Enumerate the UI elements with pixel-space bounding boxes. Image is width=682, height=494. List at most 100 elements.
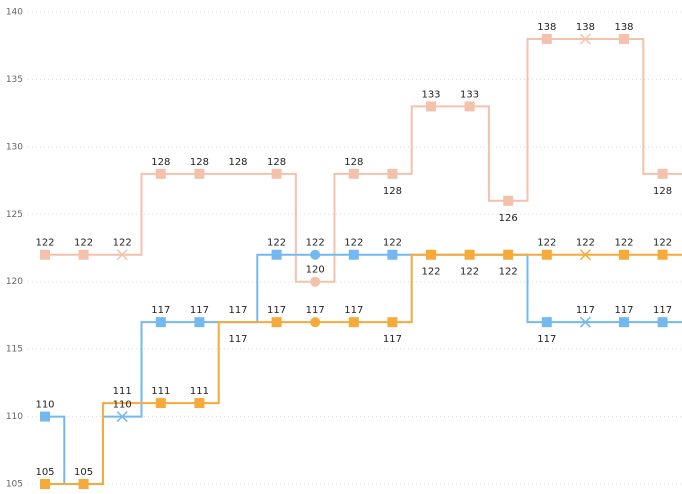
data-label: 110 <box>113 400 132 411</box>
data-point-x <box>116 249 128 261</box>
data-label: 128 <box>228 157 247 168</box>
data-point-square <box>155 398 166 409</box>
series-line <box>45 253 682 485</box>
data-label: 117 <box>228 334 247 345</box>
data-point-square <box>619 317 629 328</box>
data-point-x-stroke <box>579 316 591 328</box>
data-point-square <box>155 168 166 179</box>
data-label: 122 <box>267 238 286 249</box>
data-label: 117 <box>576 305 595 316</box>
data-point-square <box>464 249 475 260</box>
data-label: 117 <box>383 334 402 345</box>
data-label: 111 <box>113 386 132 397</box>
data-label: 122 <box>74 238 93 249</box>
data-point-x <box>116 411 128 423</box>
data-point-square <box>348 249 359 260</box>
data-label: 111 <box>190 386 209 397</box>
data-label: 120 <box>306 265 325 276</box>
y-tick-label: 125 <box>6 210 23 220</box>
data-label: 122 <box>653 238 672 249</box>
data-label: 117 <box>151 305 170 316</box>
data-point-square <box>40 249 50 260</box>
y-tick-label: 135 <box>6 75 23 85</box>
data-label: 133 <box>460 89 479 100</box>
data-label: 117 <box>614 305 633 316</box>
y-tick-label: 115 <box>6 345 23 355</box>
y-axis: 105 110 115 120 125 130 135 140 <box>6 8 23 490</box>
data-label: 122 <box>306 238 325 249</box>
data-label: 111 <box>151 386 170 397</box>
data-label: 117 <box>344 305 363 316</box>
data-point-square <box>541 33 552 44</box>
data-point-square <box>40 479 50 489</box>
data-point-square <box>657 249 668 260</box>
data-point-square <box>271 168 282 179</box>
data-point-x <box>579 33 591 45</box>
data-point-square <box>503 249 514 260</box>
data-point-square <box>78 479 89 489</box>
data-point-square <box>348 317 359 328</box>
data-point-square <box>348 168 359 179</box>
data-point-square <box>78 249 89 260</box>
data-point-square <box>271 249 282 260</box>
data-label: 122 <box>460 267 479 278</box>
data-point-square <box>426 101 436 112</box>
data-point-x-stroke <box>579 249 591 261</box>
data-label: 133 <box>421 89 440 100</box>
series-line <box>45 37 682 283</box>
data-point-x <box>579 249 591 261</box>
data-point-square <box>541 317 552 328</box>
data-point-square <box>155 317 166 328</box>
data-label: 122 <box>383 238 402 249</box>
data-point-x-stroke <box>116 411 128 423</box>
data-point-square <box>464 101 475 112</box>
data-point-square <box>40 411 50 422</box>
data-point-square <box>657 317 668 328</box>
data-point-square <box>387 168 398 179</box>
data-label: 105 <box>35 467 54 478</box>
data-point-x-stroke <box>116 249 128 261</box>
data-labels: 122 122 122 128 128 128 128 120 128 128 133 133 126 1… <box>35 22 672 478</box>
data-label: 128 <box>151 157 170 168</box>
data-point-square <box>194 317 205 328</box>
data-point-square <box>387 317 398 328</box>
data-point-square <box>194 398 205 409</box>
data-point-square <box>619 33 629 44</box>
y-tick-label: 105 <box>6 480 23 490</box>
data-point-square <box>503 195 514 206</box>
data-label: 122 <box>614 238 633 249</box>
data-label: 122 <box>344 238 363 249</box>
data-label: 110 <box>35 400 54 411</box>
data-point-x-stroke <box>579 33 591 45</box>
data-label: 122 <box>499 267 518 278</box>
series-line <box>45 253 682 485</box>
data-point-square <box>426 249 436 260</box>
y-tick-label: 110 <box>6 412 23 422</box>
data-label: 122 <box>537 238 556 249</box>
data-label: 117 <box>653 305 672 316</box>
data-label: 105 <box>74 467 93 478</box>
data-point-square <box>657 168 668 179</box>
data-label: 128 <box>653 186 672 197</box>
y-tick-label: 120 <box>6 277 23 287</box>
data-label: 117 <box>306 305 325 316</box>
data-label: 122 <box>113 238 132 249</box>
data-label: 128 <box>190 157 209 168</box>
data-label: 128 <box>344 157 363 168</box>
data-label: 117 <box>537 334 556 345</box>
data-point-circle <box>310 249 321 260</box>
data-point-circle <box>310 276 321 287</box>
data-point-square <box>619 249 629 260</box>
data-label: 117 <box>190 305 209 316</box>
data-label: 128 <box>383 186 402 197</box>
data-label: 128 <box>267 157 286 168</box>
y-tick-label: 140 <box>6 8 23 18</box>
series-markers <box>40 33 668 489</box>
data-point-x <box>579 316 591 328</box>
data-point-square <box>387 249 398 260</box>
data-label: 122 <box>576 238 595 249</box>
data-point-square <box>194 168 205 179</box>
data-label: 117 <box>267 305 286 316</box>
